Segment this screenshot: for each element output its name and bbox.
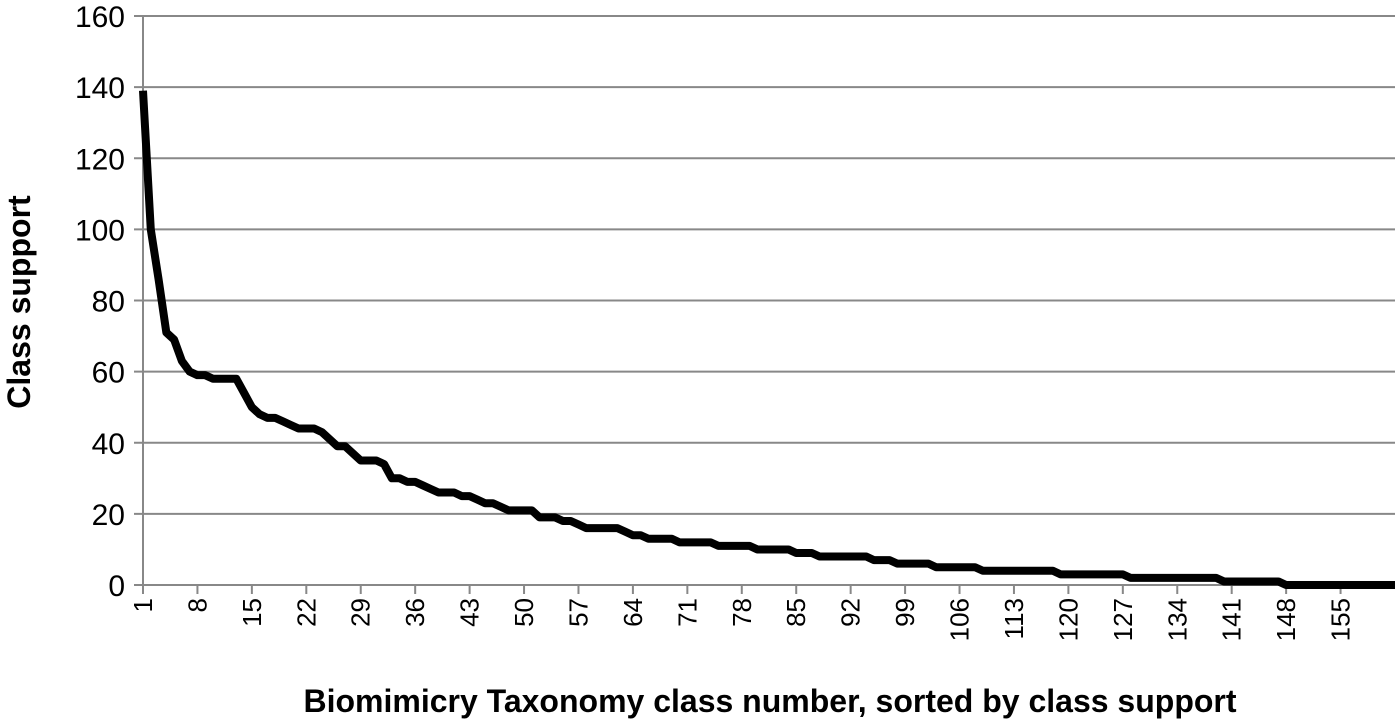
x-tick-label-0: 1 bbox=[128, 598, 158, 612]
y-tick-label-6: 120 bbox=[75, 143, 125, 176]
series-line-0 bbox=[139, 90, 1395, 589]
gridlines bbox=[143, 15, 1395, 515]
x-tick-label-20: 141 bbox=[1217, 598, 1247, 641]
y-tick-label-1: 20 bbox=[92, 499, 125, 532]
x-tick-label-1: 8 bbox=[182, 598, 212, 612]
x-tick-label-15: 106 bbox=[945, 598, 975, 641]
x-tick-label-17: 120 bbox=[1053, 598, 1083, 641]
y-axis-ticks: 0 20 40 60 80 100 120 140 160 bbox=[75, 1, 143, 603]
x-tick-label-8: 57 bbox=[563, 598, 593, 627]
x-tick-label-4: 29 bbox=[346, 598, 376, 627]
y-tick-label-2: 40 bbox=[92, 428, 125, 461]
x-tick-label-19: 134 bbox=[1162, 598, 1192, 641]
y-tick-label-0: 0 bbox=[108, 570, 125, 603]
x-tick-label-10: 71 bbox=[672, 598, 702, 627]
x-axis-title: Biomimicry Taxonomy class number, sorted… bbox=[303, 683, 1236, 719]
y-tick-label-7: 140 bbox=[75, 72, 125, 105]
y-tick-label-4: 80 bbox=[92, 286, 125, 319]
x-tick-label-2: 15 bbox=[237, 598, 267, 627]
x-tick-label-16: 113 bbox=[999, 598, 1029, 639]
x-tick-label-22: 155 bbox=[1326, 598, 1356, 641]
y-tick-label-3: 60 bbox=[92, 357, 125, 390]
x-tick-label-7: 50 bbox=[509, 598, 539, 627]
series-group bbox=[139, 90, 1395, 589]
x-tick-label-11: 78 bbox=[727, 598, 757, 627]
x-tick-label-3: 22 bbox=[291, 598, 321, 627]
x-tick-label-14: 99 bbox=[890, 598, 920, 627]
x-axis-ticks: 1 8 15 22 29 36 43 50 57 64 71 78 85 92 99 106 113 120 127… bbox=[128, 585, 1356, 641]
x-tick-label-21: 148 bbox=[1271, 598, 1301, 641]
x-tick-label-13: 92 bbox=[836, 598, 866, 627]
x-tick-label-12: 85 bbox=[781, 598, 811, 627]
y-tick-label-8: 160 bbox=[75, 1, 125, 34]
y-axis-title: Class support bbox=[1, 195, 37, 409]
x-tick-label-6: 43 bbox=[455, 598, 485, 627]
y-tick-label-5: 100 bbox=[75, 214, 125, 247]
x-tick-label-9: 64 bbox=[618, 598, 648, 627]
x-tick-label-18: 127 bbox=[1108, 598, 1138, 641]
x-tick-label-5: 36 bbox=[400, 598, 430, 627]
